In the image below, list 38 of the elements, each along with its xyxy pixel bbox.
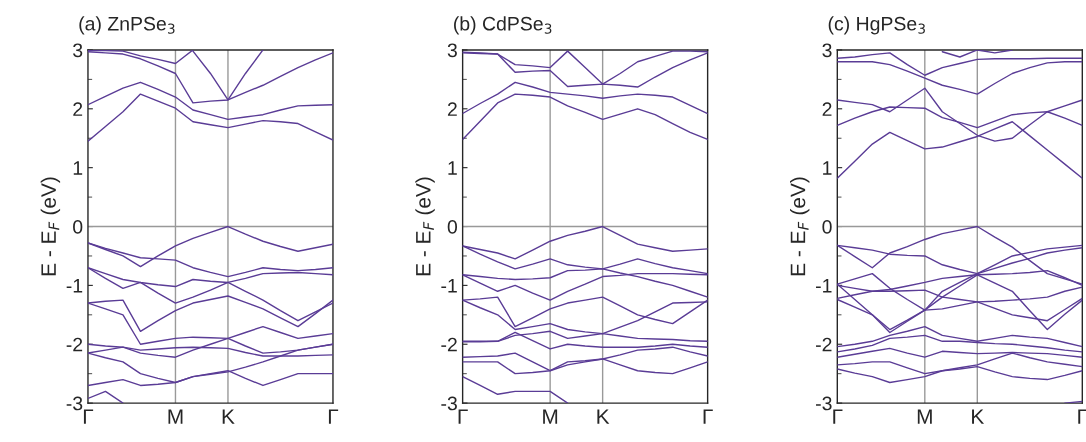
x-tick-label: Γ: [703, 409, 713, 424]
y-tick-label: -1: [441, 279, 457, 293]
y-tick-label: 0: [73, 219, 83, 234]
y-tick-label: 3: [73, 43, 83, 58]
y-tick-label: 0: [822, 219, 832, 234]
chart-title: (b) CdPSe$_{3}$: [454, 16, 552, 35]
y-tick-label: -2: [441, 337, 457, 352]
y-tick-label: 2: [73, 102, 83, 116]
y-axis-title: E - E$_{F}$ (eV): [790, 177, 810, 276]
y-tick-label: 1: [448, 161, 457, 175]
y-tick-label: -3: [66, 396, 83, 411]
y-tick-label: 3: [822, 43, 832, 58]
y-tick-label: -2: [816, 337, 832, 352]
y-axis-title: E - E$_{F}$ (eV): [40, 177, 61, 276]
y-tick-label: -3: [441, 396, 457, 411]
x-tick-label: Γ: [328, 409, 339, 424]
x-tick-label: K: [222, 409, 235, 424]
y-tick-label: 3: [447, 43, 457, 58]
y-axis-title: E - E$_{F}$ (eV): [415, 177, 435, 276]
y-tick-label: 0: [447, 219, 458, 234]
chart-title: (a) ZnPSe$_{3}$: [79, 16, 175, 35]
y-tick-label: 1: [823, 161, 832, 175]
y-tick-label: 1: [73, 161, 83, 175]
x-tick-label: M: [168, 409, 183, 424]
x-tick-label: Γ: [458, 409, 468, 424]
y-tick-label: -2: [66, 337, 83, 352]
x-tick-label: K: [597, 409, 610, 424]
x-tick-label: M: [917, 409, 932, 424]
y-tick-label: -3: [816, 396, 832, 411]
y-tick-label: 2: [822, 102, 832, 116]
x-tick-label: Γ: [833, 409, 843, 424]
x-tick-label: M: [543, 409, 558, 424]
x-tick-label: Γ: [83, 409, 94, 424]
chart-title: (c) HgPSe$_{3}$: [828, 16, 925, 35]
x-tick-label: K: [972, 409, 985, 424]
y-tick-label: -1: [816, 279, 832, 293]
y-tick-label: 2: [447, 102, 457, 116]
y-tick-label: -1: [66, 279, 83, 293]
